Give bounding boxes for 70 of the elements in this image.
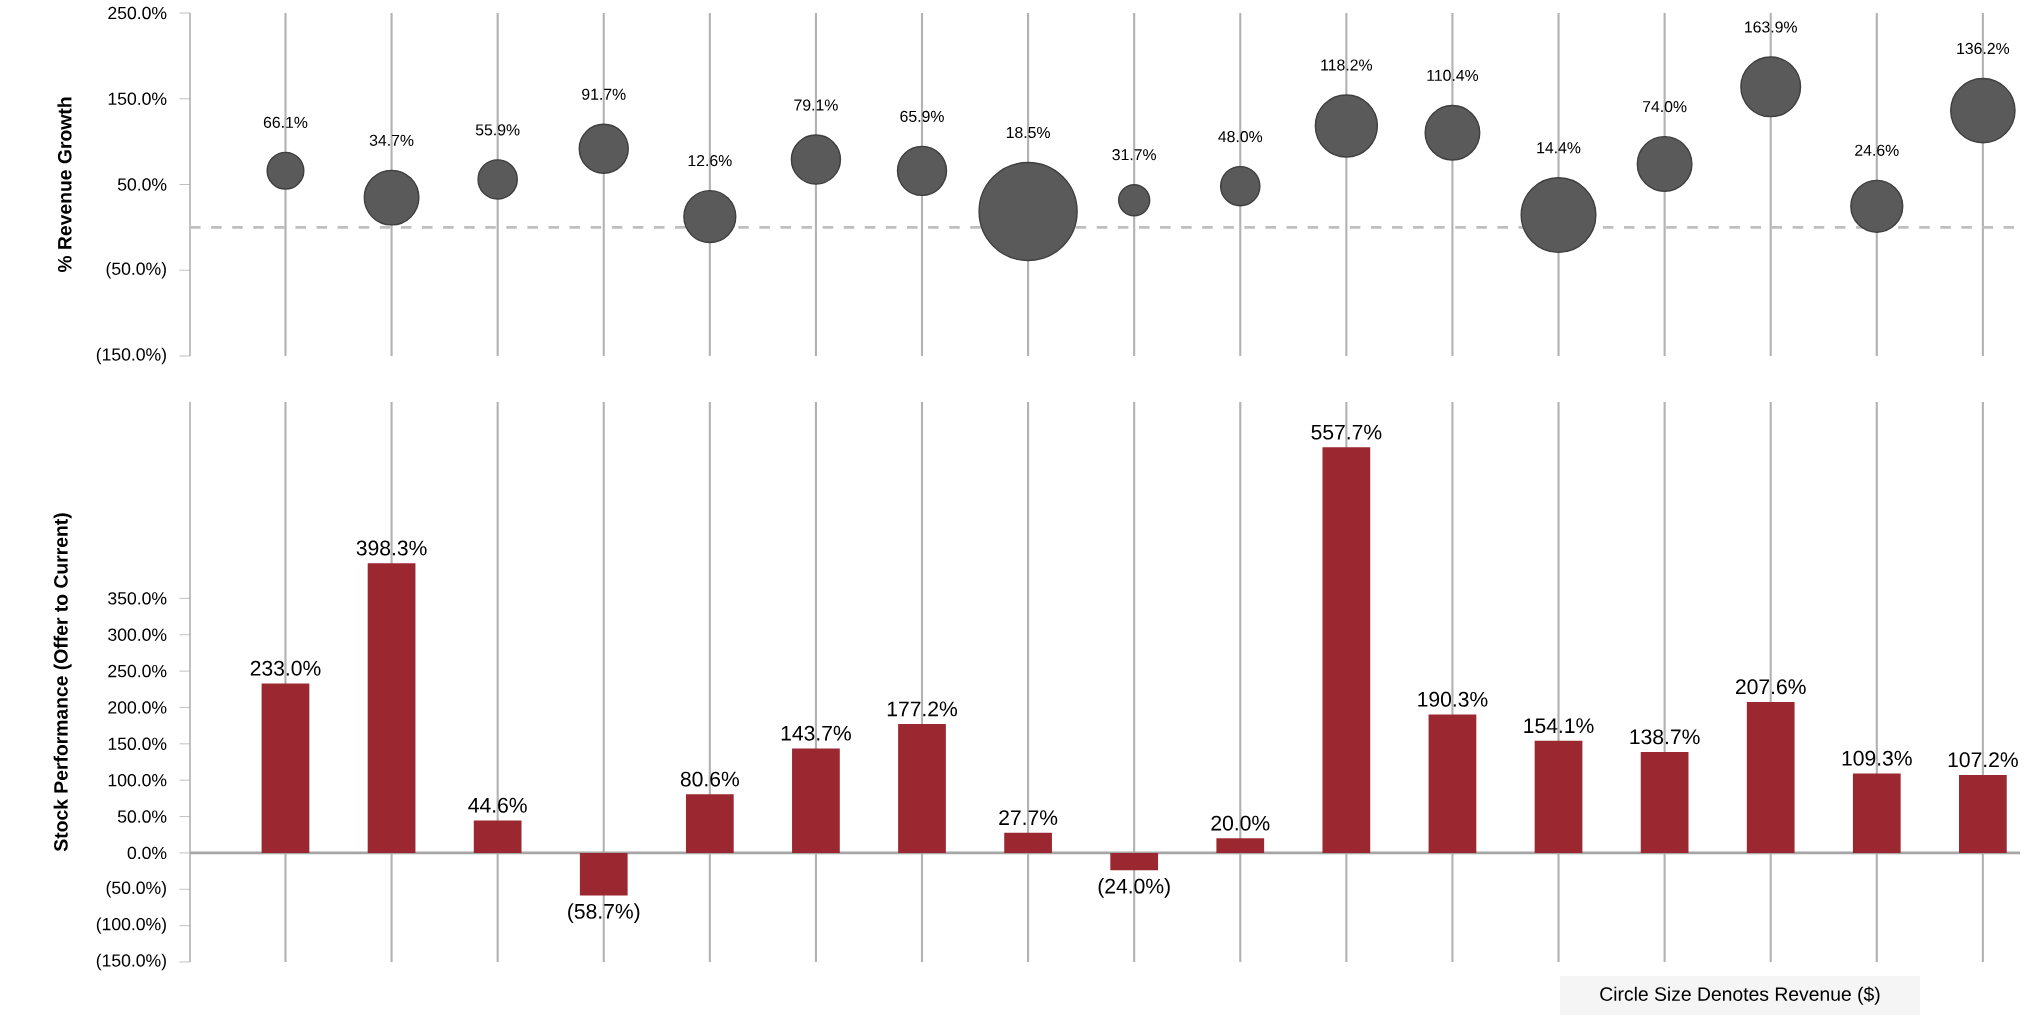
bar	[1746, 701, 1795, 853]
y-tick-label: 350.0%	[108, 592, 167, 605]
y-tick-label: 250.0%	[108, 664, 167, 678]
bar	[1640, 752, 1689, 853]
bar	[1534, 740, 1583, 853]
bar	[685, 794, 734, 853]
bar	[898, 724, 946, 853]
data-label: (24.0%)	[1098, 878, 1170, 898]
data-label: 66.1%	[263, 116, 308, 128]
bar	[579, 852, 628, 896]
y-axis-title: Stock Performance (Offer to Current)	[53, 513, 72, 852]
data-label: 80.6%	[680, 771, 739, 787]
data-label: 12.6%	[688, 155, 732, 167]
data-label: 118.2%	[1321, 59, 1373, 71]
bar	[1216, 838, 1265, 853]
y-tick-label: (100.0%)	[96, 917, 166, 934]
bar	[1004, 832, 1052, 853]
data-label: 107.2%	[1948, 752, 2018, 768]
bar	[1852, 773, 1901, 853]
data-label: 398.3%	[356, 540, 427, 556]
y-tick-label: 100.0%	[108, 773, 167, 787]
data-label: 109.3%	[1842, 750, 1912, 766]
y-tick-label: 50.0%	[117, 178, 167, 191]
data-label: 557.7%	[1311, 424, 1382, 440]
bar	[1428, 714, 1477, 853]
data-label: 65.9%	[900, 110, 944, 122]
data-label: 190.3%	[1418, 691, 1488, 707]
data-label: 138.7%	[1630, 729, 1700, 745]
data-label: 27.7%	[999, 810, 1058, 826]
data-label: 177.2%	[887, 701, 958, 717]
data-label: 55.9%	[475, 124, 520, 136]
y-tick-label: (150.0%)	[96, 347, 166, 365]
bar	[261, 683, 310, 853]
y-tick-label: (150.0%)	[96, 953, 166, 971]
data-label: 48.0%	[1218, 131, 1263, 143]
y-tick-label: 150.0%	[108, 92, 167, 105]
text: Circle Size Denotes Revenue ($)	[1600, 986, 1880, 1005]
bar	[792, 748, 840, 853]
data-label: 110.4%	[1427, 69, 1479, 82]
y-tick-label: (50.0%)	[106, 881, 166, 898]
data-label: 233.0%	[250, 660, 321, 676]
data-label: 44.6%	[468, 797, 527, 813]
data-label: 79.1%	[794, 99, 838, 111]
data-label: 91.7%	[582, 88, 626, 100]
y-tick-label: 150.0%	[108, 737, 167, 751]
data-label: 143.7%	[781, 725, 851, 741]
data-label: 24.6%	[1855, 144, 1899, 156]
y-tick-label: 250.0%	[108, 6, 167, 20]
data-label: (58.7%)	[568, 903, 640, 923]
bar	[1110, 852, 1159, 871]
y-tick-label: (50.0%)	[106, 262, 166, 279]
y-tick-label: 50.0%	[117, 810, 167, 823]
y-tick-label: 200.0%	[108, 701, 167, 714]
y-axis-title: % Revenue Growth	[57, 97, 72, 273]
data-label: 20.0%	[1211, 815, 1270, 831]
bar	[473, 820, 522, 853]
data-label: 34.7%	[369, 134, 414, 146]
data-label: 18.5%	[1006, 126, 1050, 139]
bar	[1959, 774, 2007, 853]
data-label: 163.9%	[1745, 21, 1797, 33]
bar	[367, 563, 416, 853]
bar	[1322, 447, 1371, 853]
data-label: 154.1%	[1524, 718, 1594, 734]
data-label: 207.6%	[1735, 679, 1806, 695]
data-label: 136.2%	[1957, 42, 2010, 55]
y-tick-label: 0.0%	[127, 846, 167, 860]
data-label: 31.7%	[1112, 149, 1157, 161]
data-label: 74.0%	[1643, 101, 1687, 113]
y-tick-label: 300.0%	[108, 628, 167, 641]
data-label: 14.4%	[1537, 142, 1581, 154]
